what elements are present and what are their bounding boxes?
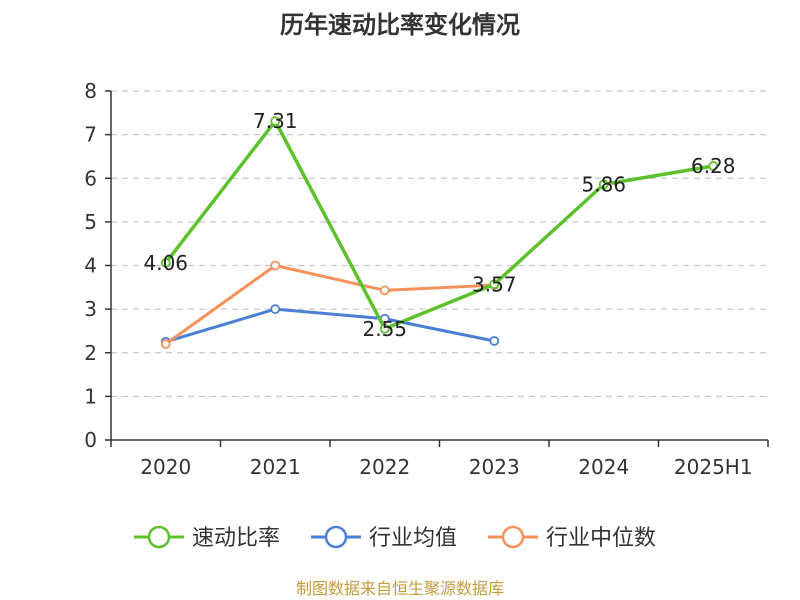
x-tick-label: 2021 [250,455,301,479]
data-labels: 4.06 7.31 2.55 3.57 5.86 6.28 [143,109,735,341]
legend-label: 行业均值 [369,526,457,551]
axes: 0 1 2 3 4 5 6 7 8 2020 2021 2022 2023 2024 2025H1 [84,79,769,479]
x-tick-label: 2022 [359,455,410,479]
data-label: 6.28 [691,154,736,178]
data-label: 7.31 [253,109,298,133]
legend-marker [147,525,171,549]
y-tick-label: 3 [84,297,97,321]
legend-marker [501,525,525,549]
y-tick-label: 2 [84,341,97,365]
data-point [489,336,500,346]
data-point [379,323,390,334]
y-tick-label: 1 [84,384,97,408]
data-label: 4.06 [143,251,188,275]
y-tick-label: 8 [84,79,97,103]
legend-item[interactable]: 行业中位数 [488,525,656,551]
y-tick-label: 4 [84,254,97,278]
data-point [379,285,390,296]
data-point [598,179,609,190]
legend-item[interactable]: 行业均值 [311,525,457,551]
data-point [489,279,500,290]
legend: 速动比率 行业均值 行业中位数 [134,525,656,551]
source-note: 制图数据来自恒生聚源数据库 [296,579,504,598]
data-point [270,304,281,315]
legend-label: 速动比率 [192,526,280,551]
x-tick-label: 2024 [578,455,629,479]
x-tick-label: 2023 [469,455,520,479]
y-tick-label: 5 [84,210,97,234]
grid [111,90,768,397]
series-line [164,119,714,331]
data-point [270,260,281,271]
data-point [160,257,171,268]
legend-item[interactable]: 速动比率 [134,525,280,551]
data-label: 3.57 [472,272,517,296]
data-point [708,161,719,171]
series-line [164,264,495,346]
data-point [270,116,281,127]
y-tick-label: 0 [84,428,97,452]
x-tick-label: 2025H1 [674,455,753,479]
data-point [160,339,171,349]
y-tick-label: 7 [84,123,97,147]
data-label: 2.55 [362,317,407,341]
chart-title: 历年速动比率变化情况 [280,11,520,39]
data-label: 5.86 [581,172,626,196]
legend-marker [324,525,348,549]
x-tick-label: 2020 [140,455,191,479]
series-lines [160,116,719,349]
legend-label: 行业中位数 [546,526,656,551]
series-line [165,307,495,344]
y-tick-label: 6 [84,166,97,190]
